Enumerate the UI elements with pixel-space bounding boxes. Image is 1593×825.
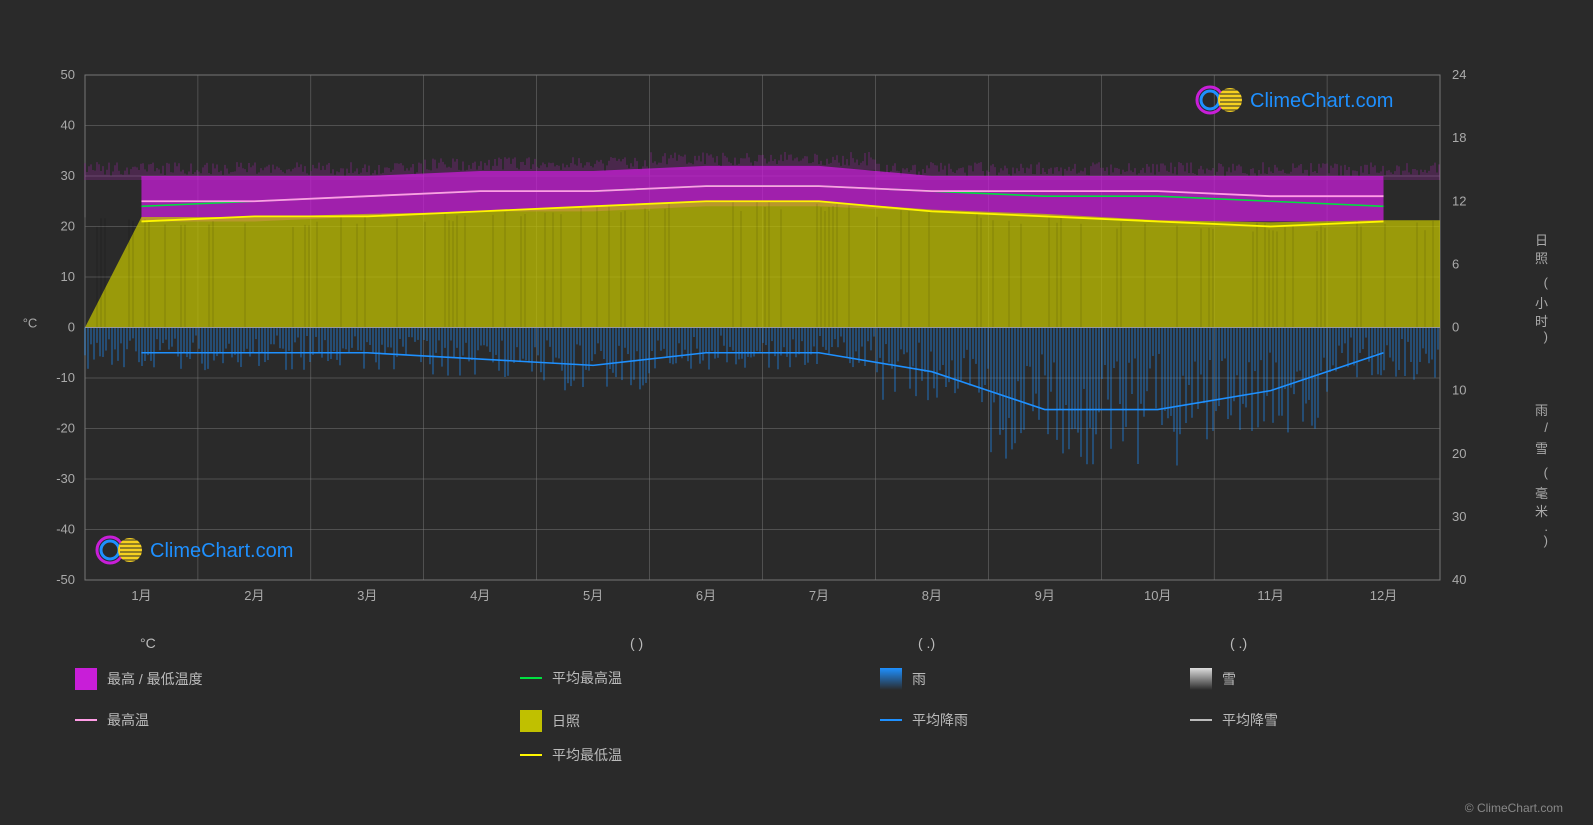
legend-item: 雨	[880, 668, 926, 690]
right-axis-bot-unit-8: )	[1544, 533, 1548, 548]
svg-text:40: 40	[1452, 572, 1466, 587]
legend-swatch	[520, 677, 542, 679]
legend-label: 平均最低温	[552, 745, 622, 765]
svg-text:-30: -30	[56, 471, 75, 486]
svg-text:-20: -20	[56, 421, 75, 436]
svg-text:6: 6	[1452, 256, 1459, 271]
svg-text:10: 10	[1452, 383, 1466, 398]
legend-label: 平均最高温	[552, 668, 622, 688]
svg-text:ClimeChart.com: ClimeChart.com	[150, 540, 293, 562]
svg-text:6月: 6月	[696, 588, 716, 603]
legend-swatch	[520, 710, 542, 732]
right-axis-top-unit-3: (	[1544, 275, 1548, 290]
legend-header-col2: ( )	[630, 635, 643, 651]
legend-swatch	[75, 719, 97, 721]
right-axis-bot-unit-4: (	[1544, 465, 1548, 480]
legend-item: 平均降雨	[880, 710, 968, 730]
svg-text:18: 18	[1452, 130, 1466, 145]
footer-credit: © ClimeChart.com	[1465, 801, 1563, 815]
legend-swatch	[75, 668, 97, 690]
svg-text:4月: 4月	[470, 588, 490, 603]
legend-label: 最高 / 最低温度	[107, 669, 203, 689]
svg-text:11月: 11月	[1257, 588, 1284, 603]
svg-text:5月: 5月	[583, 588, 603, 603]
svg-text:-40: -40	[56, 522, 75, 537]
legend-swatch	[520, 754, 542, 756]
svg-text:2月: 2月	[244, 588, 264, 603]
legend-item: 平均最高温	[520, 668, 622, 688]
svg-text:9月: 9月	[1035, 588, 1055, 603]
svg-text:50: 50	[61, 67, 75, 82]
chart-container: -50 -40 -30 -20 -10 0 10 20 30 40 50 0 6 12 18 24 10 20 30…	[0, 0, 1593, 825]
legend-label: 平均降雪	[1222, 710, 1278, 730]
svg-text:0: 0	[68, 320, 75, 335]
legend-label: 平均降雨	[912, 710, 968, 730]
legend-label: 日照	[552, 711, 580, 731]
svg-text:-10: -10	[56, 370, 75, 385]
right-axis-top-unit-4: 小	[1535, 293, 1548, 312]
svg-text:°C: °C	[23, 316, 38, 331]
svg-text:20: 20	[1452, 446, 1466, 461]
svg-text:20: 20	[61, 219, 75, 234]
legend-item: 日照	[520, 710, 580, 732]
legend-item: 最高温	[75, 710, 149, 730]
right-axis-top-unit-6: )	[1544, 329, 1548, 344]
svg-text:10月: 10月	[1144, 588, 1171, 603]
legend-item: 最高 / 最低温度	[75, 668, 203, 690]
legend-header-col1: °C	[140, 635, 156, 651]
svg-text:1月: 1月	[131, 588, 151, 603]
legend-header-c: °C	[140, 635, 156, 651]
legend-swatch	[880, 719, 902, 721]
legend-item: 平均最低温	[520, 745, 622, 765]
svg-text:30: 30	[1452, 509, 1466, 524]
right-axis-bot-unit-2: /	[1544, 420, 1548, 435]
svg-text:8月: 8月	[922, 588, 942, 603]
svg-text:30: 30	[61, 168, 75, 183]
svg-text:0: 0	[1452, 320, 1459, 335]
right-axis-bot-unit-3: 雪	[1535, 438, 1548, 457]
legend-header-4: ( .)	[1230, 635, 1247, 651]
svg-text:-50: -50	[56, 572, 75, 587]
svg-text:12: 12	[1452, 193, 1466, 208]
svg-text:24: 24	[1452, 67, 1466, 82]
right-axis-bot-unit-5: 毫	[1535, 483, 1548, 502]
legend-item: 雪	[1190, 668, 1236, 690]
legend-label: 雪	[1222, 669, 1236, 689]
legend-swatch	[1190, 719, 1212, 721]
right-axis-bot-unit-7: .	[1544, 519, 1548, 534]
legend-swatch	[880, 668, 902, 690]
right-axis-top-unit-2: 照	[1535, 248, 1548, 267]
legend-header-2: ( )	[630, 635, 643, 651]
legend-header-col4: ( .)	[1230, 635, 1247, 651]
legend-header-col3: ( .)	[918, 635, 935, 651]
legend-label: 最高温	[107, 710, 149, 730]
right-axis-bot-unit-6: 米	[1535, 501, 1548, 520]
svg-text:ClimeChart.com: ClimeChart.com	[1250, 90, 1393, 112]
legend-label: 雨	[912, 669, 926, 689]
svg-text:3月: 3月	[357, 588, 377, 603]
legend-swatch	[1190, 668, 1212, 690]
legend-item: 平均降雪	[1190, 710, 1278, 730]
climate-chart-svg: -50 -40 -30 -20 -10 0 10 20 30 40 50 0 6 12 18 24 10 20 30…	[0, 0, 1593, 825]
svg-text:7月: 7月	[809, 588, 829, 603]
right-axis-top-unit-1: 日	[1535, 230, 1548, 249]
svg-text:10: 10	[61, 269, 75, 284]
right-axis-bot-unit-1: 雨	[1535, 400, 1548, 419]
svg-text:12月: 12月	[1370, 588, 1397, 603]
legend-header-3: ( .)	[918, 635, 935, 651]
right-axis-top-unit-5: 时	[1535, 311, 1548, 330]
svg-text:40: 40	[61, 118, 75, 133]
